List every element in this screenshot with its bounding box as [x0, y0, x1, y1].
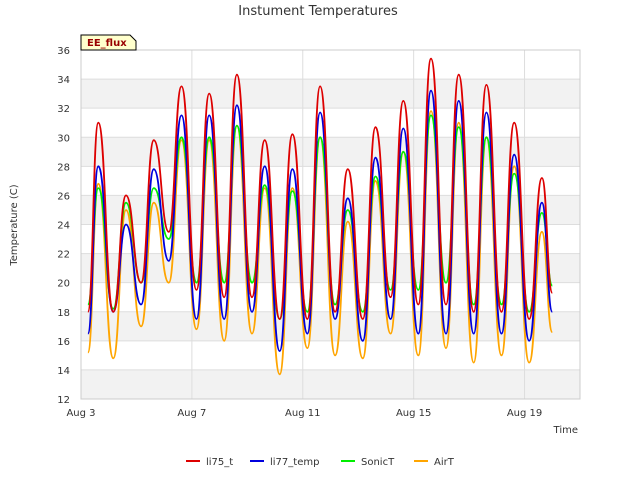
y-tick-label: 20 [57, 279, 70, 290]
legend-label: li77_temp [270, 457, 319, 468]
legend-item-li75-t: li75_t [186, 457, 233, 468]
x-axis-ticks: Aug 3 Aug 7 Aug 11 Aug 15 Aug 19 [66, 408, 542, 419]
y-tick-label: 12 [57, 395, 70, 406]
series-layer [87, 57, 554, 376]
x-tick-label: Aug 15 [396, 408, 431, 419]
x-tick-label: Aug 19 [507, 408, 542, 419]
x-axis-label: Time [553, 425, 578, 436]
y-tick-label: 24 [57, 221, 70, 232]
y-tick-label: 18 [57, 308, 70, 319]
legend-label: li75_t [206, 457, 233, 468]
background-band [81, 79, 580, 109]
y-tick-label: 34 [57, 75, 70, 86]
chart-title: Instument Temperatures [238, 4, 398, 19]
background-band [81, 195, 580, 225]
x-tick-label: Aug 3 [66, 408, 95, 419]
y-tick-label: 32 [57, 104, 70, 115]
y-tick-label: 26 [57, 191, 70, 202]
annotation-box: EE_flux [80, 34, 137, 51]
annotation-shape [80, 34, 137, 51]
legend-label: SonicT [361, 457, 395, 468]
background-band [81, 137, 580, 167]
x-tick-label: Aug 11 [285, 408, 320, 419]
background-band [81, 369, 580, 399]
x-tick-label: Aug 7 [177, 408, 206, 419]
legend-item-li77-temp: li77_temp [250, 457, 319, 468]
legend-item-airt: AirT [414, 457, 455, 468]
y-axis-label: Temperature (C) [9, 184, 20, 266]
legend-item-sonict: SonicT [341, 457, 395, 468]
plot-frame [80, 49, 581, 400]
series-line-li75-t [87, 57, 554, 320]
y-tick-label: 30 [57, 133, 70, 144]
y-axis-ticks: 12 14 16 18 20 22 24 26 28 30 32 34 36 [57, 46, 70, 406]
y-tick-label: 36 [57, 46, 70, 57]
annotation-label: EE_flux [87, 38, 127, 49]
y-tick-label: 28 [57, 162, 70, 173]
y-tick-label: 22 [57, 250, 70, 261]
y-tick-label: 16 [57, 337, 70, 348]
legend-label: AirT [434, 457, 455, 468]
legend: li75_t li77_temp SonicT AirT [186, 457, 455, 468]
y-tick-label: 14 [57, 366, 70, 377]
